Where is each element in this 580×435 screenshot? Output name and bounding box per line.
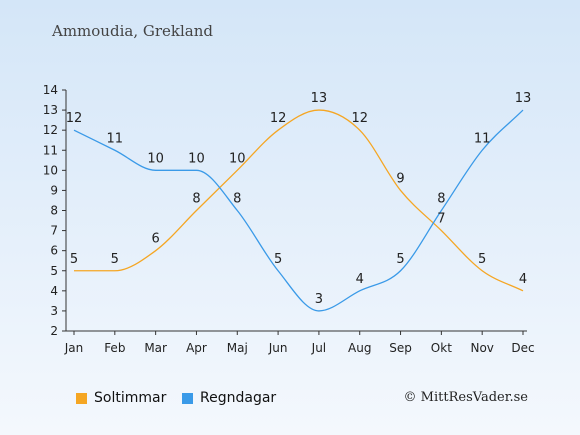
x-tick-label: Jan [64,341,84,355]
y-tick-label: 12 [43,123,58,137]
data-label-regndagar: 8 [233,192,241,207]
data-label-soltimmar: 5 [111,252,119,267]
data-label-soltimmar: 12 [351,111,368,126]
y-tick-label: 10 [43,163,58,177]
data-label-soltimmar: 9 [396,171,404,186]
data-label-regndagar: 13 [515,91,532,106]
series-layer [73,109,524,312]
data-label-regndagar: 12 [66,111,83,126]
x-tick-label: Jun [268,341,288,355]
x-tick-label: Dec [511,341,534,355]
y-tick-label: 2 [50,324,58,338]
y-tick-label: 8 [50,204,58,218]
data-label-regndagar: 4 [356,272,364,287]
series-line-soltimmar [73,109,524,292]
x-tick-label: Sep [389,341,412,355]
x-tick-label: Maj [227,341,248,355]
legend-item-soltimmar: Soltimmar [76,390,166,406]
y-tick-label: 5 [50,264,58,278]
x-tick-label: Feb [104,341,125,355]
legend-label-soltimmar: Soltimmar [94,390,167,406]
chart-title: Ammoudia, Grekland [52,22,213,40]
y-tick-label: 14 [43,83,58,97]
y-tick-label: 9 [50,183,58,197]
x-tick-label: Apr [186,341,207,355]
y-tick-label: 4 [50,284,58,298]
x-tick-label: Jul [311,341,326,355]
data-label-regndagar: 10 [188,151,205,166]
data-label-soltimmar: 12 [270,111,287,126]
data-label-regndagar: 11 [107,131,124,146]
x-tick-label: Mar [144,341,167,355]
data-label-regndagar: 5 [274,252,282,267]
y-tick-label: 13 [43,103,58,117]
data-label-soltimmar: 6 [151,232,159,247]
data-label-regndagar: 5 [396,252,404,267]
legend-swatch-soltimmar [76,392,87,404]
data-label-soltimmar: 10 [229,151,246,166]
data-label-regndagar: 10 [147,151,164,166]
y-tick-label: 11 [43,143,58,157]
x-tick-label: Aug [348,341,371,355]
x-tick-label: Nov [470,341,493,355]
data-label-soltimmar: 8 [192,192,200,207]
y-tick-label: 6 [50,244,58,258]
y-tick-label: 7 [50,224,58,238]
data-label-soltimmar: 4 [519,272,527,287]
data-labels: 5 5 6 8 10 12 13 12 9 7 5 4 12 11 10 10 8 5 3 4 5 8 11 13 [66,91,532,307]
legend-label-regndagar: Regndagar [200,390,277,406]
data-label-regndagar: 3 [315,292,323,307]
data-label-soltimmar: 7 [437,212,445,227]
data-label-regndagar: 11 [474,131,491,146]
data-label-soltimmar: 13 [311,91,328,106]
data-label-regndagar: 8 [437,192,445,207]
copyright-text: © MittResVader.se [403,390,528,405]
data-label-soltimmar: 5 [478,252,486,267]
x-tick-label: Okt [431,341,452,355]
legend-item-regndagar: Regndagar [182,390,276,406]
data-label-soltimmar: 5 [70,252,78,267]
y-tick-label: 3 [50,304,58,318]
legend-swatch-regndagar [182,392,193,404]
series-line-regndagar [73,109,524,312]
